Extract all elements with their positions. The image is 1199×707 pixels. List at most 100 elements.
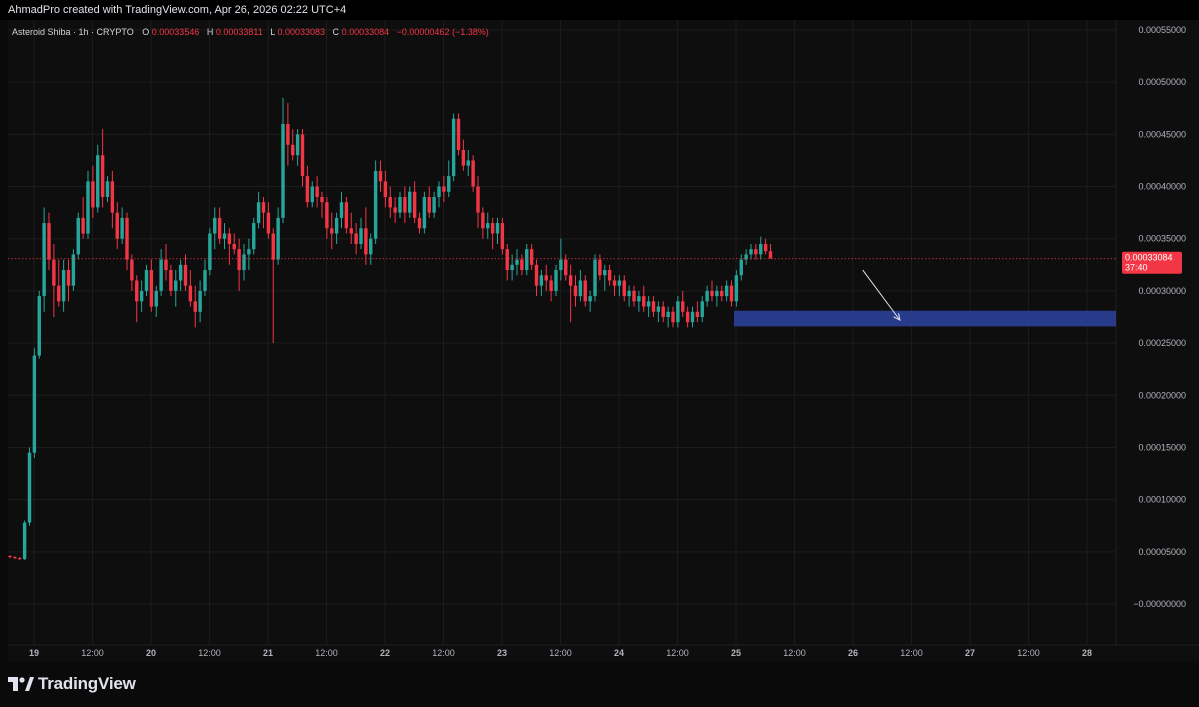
ohlc-legend: Asteroid Shiba · 1h · CRYPTO O 0.0003354…: [12, 27, 489, 37]
candle-body: [57, 285, 61, 302]
candle-body: [622, 280, 626, 297]
candle-body: [715, 290, 719, 297]
candle-body: [252, 223, 256, 250]
price-axis[interactable]: 0.00055000 0.00050000 0.00045000 0.00040000…: [1133, 25, 1186, 609]
chart-pane[interactable]: 0.00055000 0.00050000 0.00045000 0.00040000…: [8, 20, 1199, 661]
candle-body: [588, 296, 592, 302]
candle-body: [13, 557, 17, 559]
candle-body: [564, 259, 568, 276]
candle-body: [510, 264, 514, 271]
candle-body: [52, 259, 56, 286]
time-tick-label: 25: [731, 648, 741, 658]
price-tick-label: 0.00035000: [1138, 234, 1186, 244]
candle-body: [100, 155, 105, 197]
candle-body: [490, 223, 495, 234]
candle-body: [213, 217, 217, 234]
time-axis[interactable]: 19 12:00 20 12:00 21 12:00 22 12:00 23 12:00 24 12:…: [29, 648, 1092, 658]
candles-layer: [8, 97, 773, 561]
candle-body: [71, 254, 76, 286]
time-tick-label: 19: [29, 648, 39, 658]
candle-body: [486, 223, 490, 229]
legend-l-label: L: [270, 27, 275, 37]
candle-body: [135, 280, 139, 302]
candle-body: [642, 296, 646, 307]
projection-arrow[interactable]: [862, 269, 901, 322]
candle-body: [481, 212, 485, 229]
candle-body: [130, 259, 134, 281]
tradingview-logo[interactable]: TradingView: [8, 673, 136, 695]
candle-body: [685, 311, 690, 323]
candle-body: [544, 275, 548, 281]
candle-body: [174, 280, 178, 291]
candle-body: [666, 311, 670, 317]
candle-body: [320, 196, 324, 203]
candle-body: [505, 249, 509, 271]
candle-body: [47, 223, 51, 260]
candle-body: [461, 150, 466, 166]
legend-o-label: O: [142, 27, 149, 37]
candle-body: [749, 249, 753, 255]
candle-body: [344, 202, 349, 229]
candle-body: [281, 123, 285, 218]
demand-zone-box[interactable]: [734, 310, 1116, 327]
time-tick-label: 12:00: [81, 648, 104, 658]
candle-body: [393, 207, 397, 213]
time-tick-label: 26: [848, 648, 858, 658]
candle-body: [676, 301, 680, 323]
candle-body: [388, 196, 392, 208]
price-tick-label: 0.00005000: [1138, 547, 1186, 557]
candle-body: [334, 217, 339, 234]
candle-body: [681, 301, 685, 312]
candle-body: [549, 280, 553, 291]
candle-body: [617, 280, 622, 286]
candle-body: [8, 555, 12, 558]
candle-body: [359, 228, 363, 244]
candle-body: [188, 285, 193, 302]
candle-body: [573, 285, 578, 297]
candle-body: [96, 155, 100, 208]
candle-body: [529, 249, 534, 265]
footer: TradingView: [0, 661, 1199, 707]
candle-body: [607, 270, 612, 281]
candle-body: [568, 275, 573, 286]
candle-body: [637, 296, 641, 302]
candle-body: [183, 264, 188, 286]
time-tick-label: 12:00: [432, 648, 455, 658]
candle-body: [305, 176, 310, 203]
candle-body: [276, 217, 280, 260]
candle-body: [149, 270, 154, 307]
candle-body: [437, 186, 441, 197]
candle-body: [754, 249, 758, 255]
candle-body: [193, 301, 197, 312]
candle-body: [139, 290, 144, 302]
candle-body: [247, 249, 251, 255]
candle-body: [451, 118, 456, 177]
candlestick-chart[interactable]: 0.00055000 0.00050000 0.00045000 0.00040000…: [8, 20, 1199, 661]
candle-body: [159, 259, 163, 291]
candle-body: [32, 355, 37, 453]
legend-o-value: 0.00033546: [152, 27, 200, 37]
candle-body: [525, 249, 529, 271]
candle-body: [315, 186, 319, 197]
candle-body: [37, 296, 41, 356]
candle-body: [18, 558, 22, 560]
candle-body: [310, 186, 314, 203]
time-tick-label: 12:00: [666, 648, 689, 658]
arrow-shaft: [862, 269, 901, 321]
candle-body: [442, 186, 446, 192]
candle-body: [456, 118, 461, 151]
candle-body: [203, 270, 207, 291]
candle-body: [695, 311, 700, 317]
time-tick-label: 12:00: [783, 648, 806, 658]
candle-body: [198, 290, 202, 312]
candle-body: [539, 275, 544, 286]
candle-body: [534, 264, 539, 286]
time-tick-label: 12:00: [315, 648, 338, 658]
price-tick-label: 0.00010000: [1138, 495, 1186, 505]
candle-body: [593, 259, 597, 297]
legend-h-label: H: [207, 27, 214, 37]
candle-body: [42, 223, 46, 297]
candle-body: [178, 264, 183, 281]
price-tick-label: 0.00055000: [1138, 25, 1186, 35]
candle-body: [22, 522, 27, 560]
